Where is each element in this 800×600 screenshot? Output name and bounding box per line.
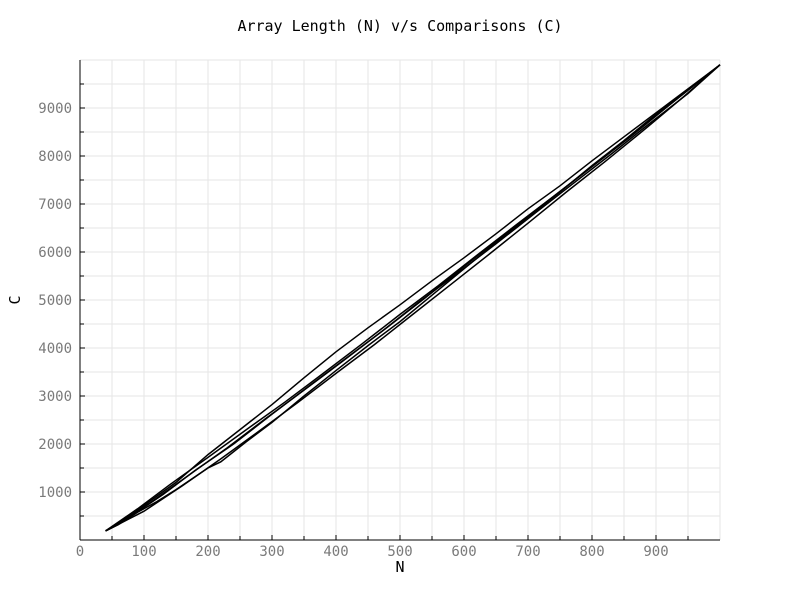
x-tick-label: 700 (515, 544, 540, 560)
x-tick-label: 500 (387, 544, 412, 560)
y-tick-label: 6000 (38, 245, 72, 261)
plot-area: 0 100 200 300 400 500 600 700 800 900 1000 2000 3000… (38, 59, 721, 560)
x-tick-label: 0 (76, 544, 84, 560)
x-tick-label: 600 (451, 544, 476, 560)
x-tick-label: 900 (643, 544, 668, 560)
y-tick-label: 1000 (38, 485, 72, 501)
x-tick-label: 400 (323, 544, 348, 560)
x-tick-label: 800 (579, 544, 604, 560)
y-axis-label: C (6, 295, 24, 304)
x-tick-label: 100 (131, 544, 156, 560)
y-tick-label: 4000 (38, 341, 72, 357)
grid (79, 59, 721, 541)
y-tick-label: 7000 (38, 197, 72, 213)
y-tick-label: 5000 (38, 293, 72, 309)
x-axis-label: N (395, 558, 404, 576)
x-tick-label: 200 (195, 544, 220, 560)
x-tick-label: 300 (259, 544, 284, 560)
series-line-6 (105, 64, 721, 532)
series-line-5 (105, 64, 721, 532)
y-tick-label: 3000 (38, 389, 72, 405)
y-tick-label: 9000 (38, 101, 72, 117)
y-tick-label: 2000 (38, 437, 72, 453)
y-tick-label: 8000 (38, 149, 72, 165)
series-line-2 (105, 64, 721, 532)
series-line-4 (105, 64, 721, 532)
chart-title: Array Length (N) v/s Comparisons (C) (237, 17, 562, 35)
